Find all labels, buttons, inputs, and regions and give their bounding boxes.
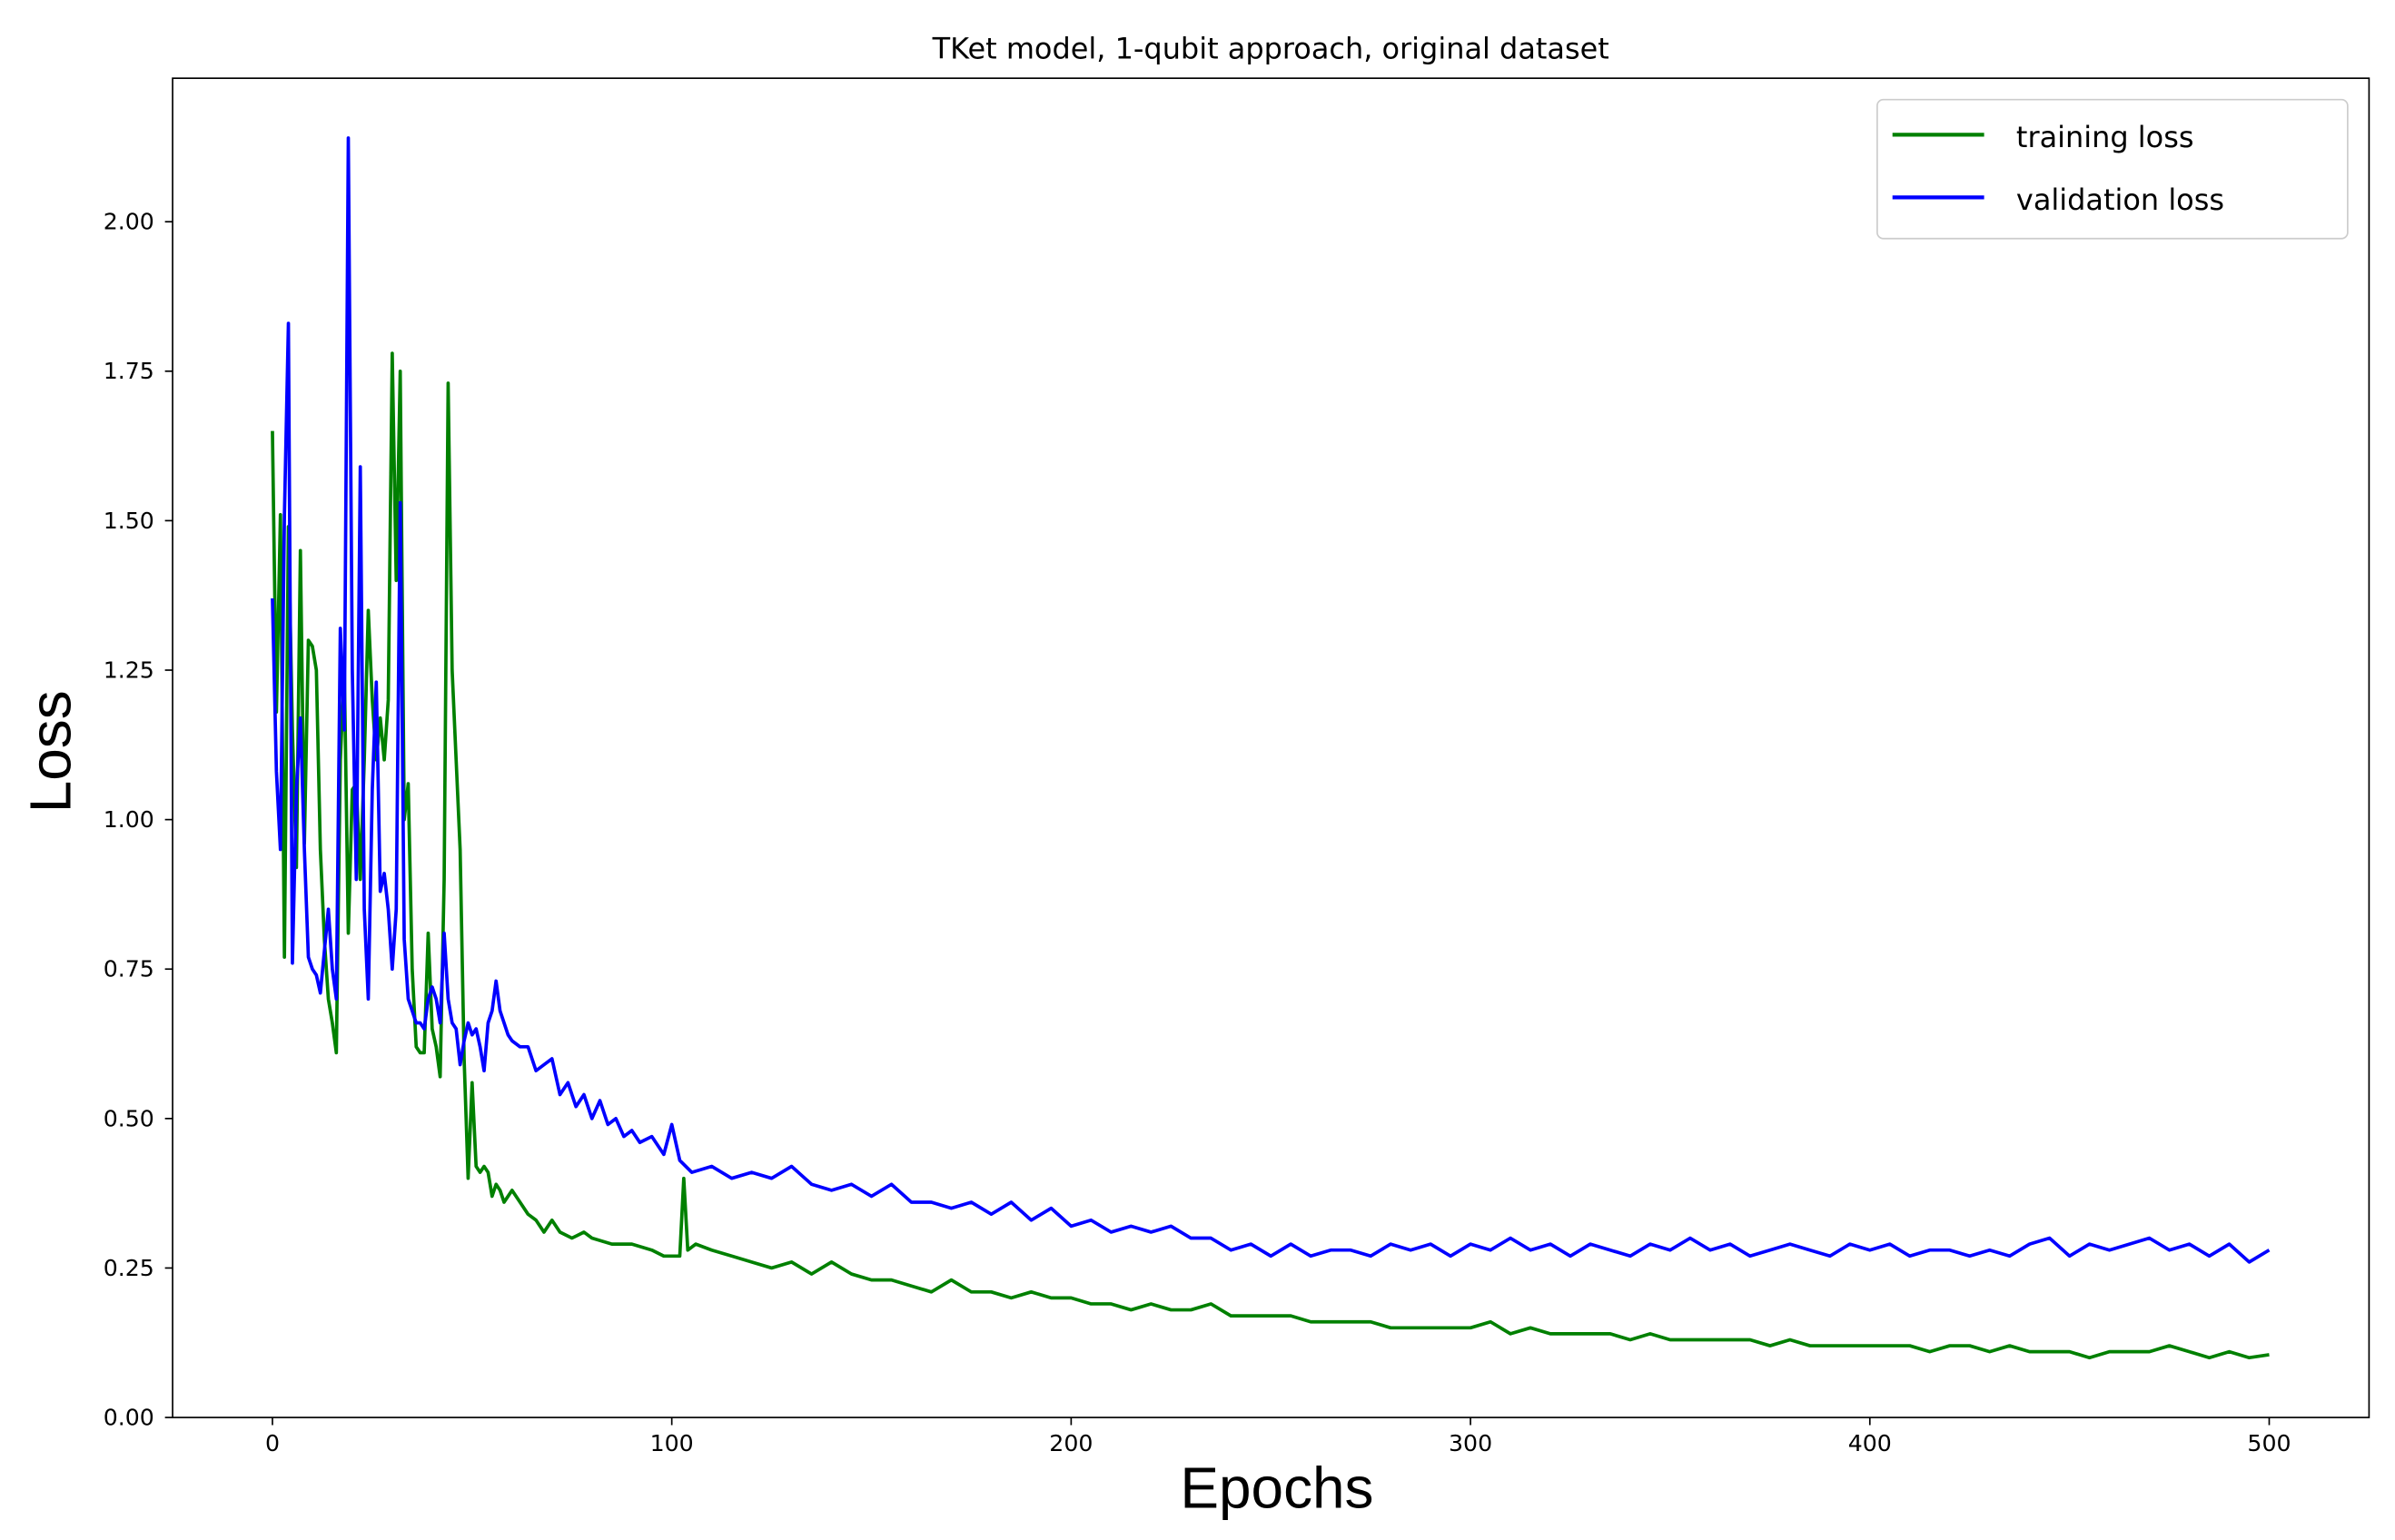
x-tick-label: 300 [1449, 1430, 1492, 1456]
axis-ticks: 0 100 200 300 400 500 0.00 0.25 0.50 0.75 1.00 1.25… [104, 209, 2291, 1456]
x-tick-label: 200 [1049, 1430, 1093, 1456]
plot-frame [172, 77, 2370, 1418]
y-tick-label: 0.75 [104, 956, 154, 982]
legend-label-validation: validation loss [2016, 183, 2224, 217]
y-tick-label: 1.75 [104, 358, 154, 384]
x-tick-label: 100 [650, 1430, 694, 1456]
series-lines [271, 136, 2271, 1360]
series-line-validation-loss [271, 136, 2271, 1264]
x-tick-label: 400 [1848, 1430, 1892, 1456]
x-tick-label: 0 [265, 1430, 280, 1456]
y-tick-label: 0.50 [104, 1105, 154, 1131]
y-axis-label: Loss [17, 690, 83, 813]
legend: training loss validation loss [1876, 98, 2349, 240]
legend-box [1876, 98, 2349, 240]
chart-title: TKet model, 1-qubit approach, original d… [932, 31, 1609, 65]
y-tick-label: 1.25 [104, 656, 154, 683]
y-tick-label: 1.00 [104, 806, 154, 833]
y-tick-label: 0.00 [104, 1404, 154, 1430]
legend-label-training: training loss [2016, 120, 2194, 154]
x-axis-label: Epochs [1180, 1455, 1373, 1520]
x-tick-label: 500 [2247, 1430, 2291, 1456]
y-tick-label: 0.25 [104, 1255, 154, 1281]
y-tick-label: 1.50 [104, 508, 154, 534]
y-tick-label: 2.00 [104, 209, 154, 235]
